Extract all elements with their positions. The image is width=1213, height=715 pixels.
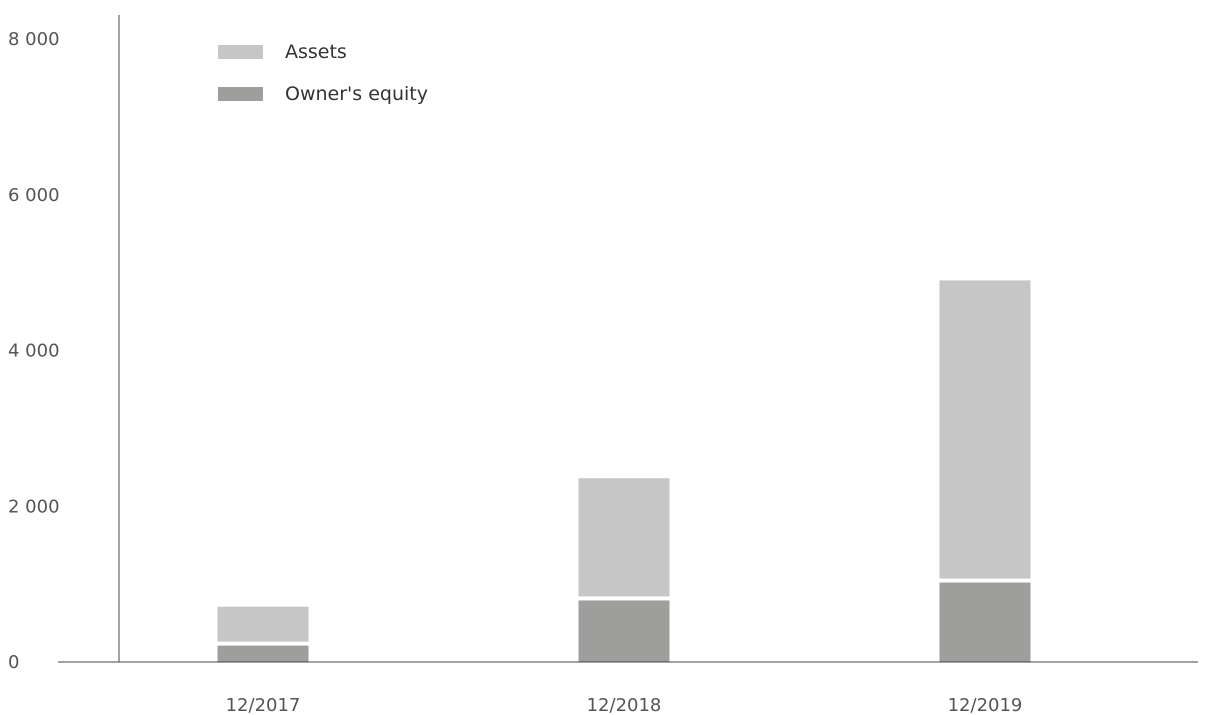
- y-tick-label: 6 000: [8, 185, 60, 206]
- bar-separator: [217, 641, 309, 646]
- bar-separator: [939, 578, 1031, 583]
- bar-owners-equity: [939, 582, 1031, 662]
- legend-swatch: [218, 45, 263, 59]
- legend-swatch: [218, 87, 263, 101]
- y-tick-label: 4 000: [8, 341, 60, 362]
- y-tick-label: 0: [8, 652, 19, 673]
- legend-label: Assets: [285, 41, 347, 63]
- bar-separator: [578, 596, 670, 601]
- legend-label: Owner's equity: [285, 83, 428, 105]
- legend: Assets Owner's equity: [218, 41, 428, 105]
- y-tick-label: 8 000: [8, 29, 60, 50]
- x-tick-label: 12/2017: [226, 695, 301, 715]
- bar-owners-equity: [578, 600, 670, 662]
- bars-layer: [217, 280, 1031, 662]
- x-tick-label: 12/2018: [587, 695, 662, 715]
- x-tick-labels: 12/2017 12/2018 12/2019: [226, 695, 1023, 715]
- y-tick-labels: 0 2 000 4 000 6 000 8 000: [8, 29, 60, 673]
- x-tick-label: 12/2019: [948, 695, 1023, 715]
- bar-owners-equity: [217, 645, 309, 662]
- y-tick-label: 2 000: [8, 496, 60, 517]
